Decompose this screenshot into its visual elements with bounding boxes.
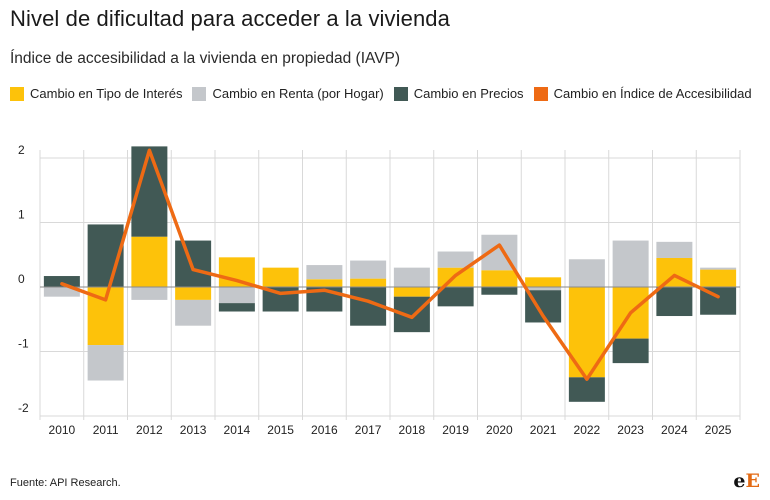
y-tick-label: 1 — [18, 208, 25, 222]
bar-prices-2019 — [437, 287, 474, 307]
x-tick-label: 2019 — [442, 423, 469, 437]
bar-rent-2022 — [568, 259, 605, 287]
logo-part-e: e — [733, 470, 746, 492]
legend-label-interest: Cambio en Tipo de Interés — [30, 86, 183, 101]
source-note: Fuente: API Research. — [10, 477, 121, 489]
bar-prices-2010 — [43, 276, 80, 287]
x-tick-label: 2025 — [705, 423, 732, 437]
brand-logo: eE — [733, 470, 760, 492]
x-axis: 2010 2011 2012 2013 2014 2015 2016 2017 2018 2019… — [49, 423, 732, 437]
bar-prices-2020 — [481, 287, 518, 295]
bar-rent-2018 — [393, 267, 430, 287]
legend-label-prices: Cambio en Precios — [413, 86, 524, 101]
bar-rent-2025 — [700, 267, 737, 270]
x-tick-label: 2011 — [93, 423, 119, 437]
y-tick-label: 2 — [18, 143, 25, 157]
bar-rent-2023 — [612, 240, 649, 287]
bar-rent-2016 — [306, 265, 343, 280]
legend-swatch-rent — [192, 86, 207, 101]
x-tick-label: 2023 — [617, 423, 644, 437]
bar-rent-2017 — [350, 260, 387, 279]
legend-swatch-index — [533, 86, 548, 101]
bar-prices-2024 — [656, 287, 693, 317]
bar-rent-2019 — [437, 251, 474, 268]
bar-rent-2013 — [175, 299, 212, 326]
y-axis: 2 1 0 -1 -2 — [18, 143, 29, 415]
x-tick-label: 2018 — [399, 423, 426, 437]
bar-interest-2018 — [393, 287, 430, 297]
legend-label-rent: Cambio en Renta (por Hogar) — [212, 86, 384, 101]
bar-rent-2010 — [43, 287, 80, 297]
bar-interest-2021 — [525, 277, 562, 287]
x-tick-label: 2022 — [574, 423, 601, 437]
bar-prices-2013 — [175, 240, 212, 287]
bar-prices-2022 — [568, 377, 605, 402]
y-tick-label: 0 — [18, 272, 25, 286]
x-tick-label: 2010 — [49, 423, 76, 437]
logo-part-E: E — [745, 470, 760, 492]
y-tick-label: -2 — [18, 401, 29, 415]
bar-interest-2016 — [306, 279, 343, 287]
grid-layer — [39, 150, 741, 420]
chart-title: Nivel de dificultad para acceder a la vi… — [10, 6, 450, 31]
bar-interest-2015 — [262, 267, 299, 287]
bar-interest-2017 — [350, 278, 387, 287]
legend-item-prices: Cambio en Precios — [393, 86, 524, 101]
bar-rent-2021 — [525, 287, 562, 291]
bar-rent-2011 — [87, 345, 124, 381]
x-tick-label: 2013 — [180, 423, 207, 437]
bar-interest-2013 — [175, 287, 212, 300]
chart-plot: 2 1 0 -1 -2 2010 2011 2012 2013 2014 2015 2016 2017… — [18, 143, 741, 437]
x-tick-label: 2024 — [661, 423, 688, 437]
chart-legend: Cambio en Tipo de Interés Cambio en Rent… — [10, 86, 762, 101]
bar-rent-2014 — [218, 287, 255, 304]
legend-swatch-prices — [393, 86, 408, 101]
x-tick-label: 2016 — [311, 423, 338, 437]
x-tick-label: 2014 — [224, 423, 251, 437]
legend-item-index: Cambio en Índice de Accesibilidad — [533, 86, 752, 101]
bar-interest-2020 — [481, 270, 518, 287]
x-tick-label: 2015 — [267, 423, 294, 437]
bar-rent-2024 — [656, 241, 693, 258]
series-line-index — [60, 148, 720, 381]
x-tick-label: 2021 — [530, 423, 557, 437]
y-tick-label: -1 — [18, 337, 29, 351]
legend-item-rent: Cambio en Renta (por Hogar) — [192, 86, 384, 101]
x-tick-label: 2012 — [136, 423, 163, 437]
chart-subtitle: Índice de accesibilidad a la vivienda en… — [10, 50, 401, 67]
x-tick-label: 2017 — [355, 423, 382, 437]
bar-interest-2025 — [700, 269, 737, 287]
legend-swatch-interest — [10, 86, 24, 101]
legend-label-index: Cambio en Índice de Accesibilidad — [553, 86, 752, 101]
bar-prices-2014 — [218, 303, 255, 312]
bar-interest-2012 — [131, 236, 168, 287]
line-layer — [60, 148, 720, 381]
bar-prices-2023 — [612, 338, 649, 364]
bar-rent-2012 — [131, 287, 168, 300]
legend-item-interest: Cambio en Tipo de Interés — [10, 86, 182, 101]
x-tick-label: 2020 — [486, 423, 513, 437]
